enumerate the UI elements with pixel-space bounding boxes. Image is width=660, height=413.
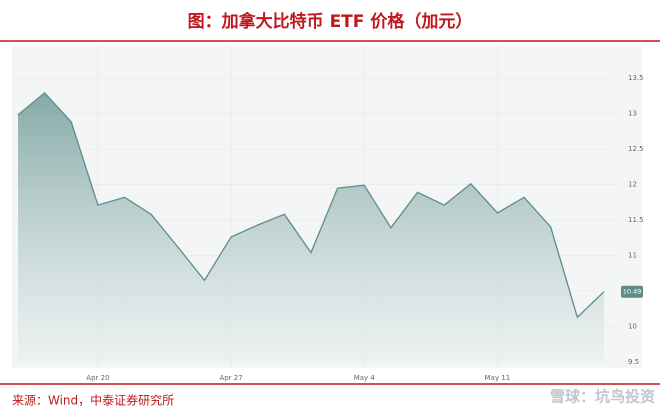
y-tick-label: 10	[628, 323, 637, 331]
line	[17, 92, 605, 319]
area	[18, 92, 604, 362]
y-tick-label: 13	[628, 110, 637, 118]
y-tick-label: 12	[628, 181, 637, 189]
watermark: 雪球：坑鸟投资	[550, 388, 655, 406]
y-tick-label: 11.5	[628, 216, 644, 224]
x-tick-label: Apr 20	[86, 374, 109, 382]
y-tick-label: 9.5	[628, 358, 639, 366]
source: 来源：Wind，中泰证券研究所	[12, 393, 174, 408]
x-tick-label: May 11	[485, 374, 511, 382]
chart-title: 图：加拿大比特币 ETF 价格（加元）	[188, 11, 473, 32]
x-tick-label: Apr 27	[219, 374, 242, 382]
x-tick-label: May 4	[354, 374, 376, 382]
y-tick-label: 13.5	[628, 74, 644, 82]
last-value-label: 10.49	[623, 288, 642, 296]
y-tick-label: 12.5	[628, 145, 644, 153]
y-tick-label: 11	[628, 252, 637, 260]
last-value-badge	[621, 285, 643, 298]
